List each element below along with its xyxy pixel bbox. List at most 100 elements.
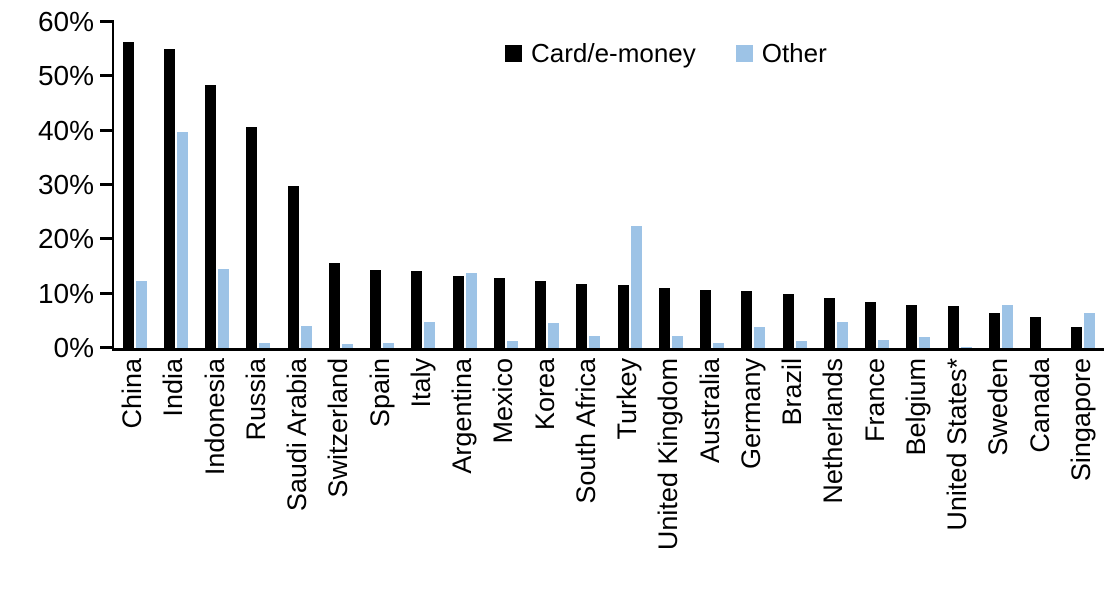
bar-other-turkey xyxy=(630,225,642,348)
legend-swatch-other-icon xyxy=(735,44,753,62)
bars-layer xyxy=(114,22,1104,348)
legend-swatch-card-e-money-icon xyxy=(505,44,522,62)
bar-other-united-states xyxy=(960,346,972,348)
bar-group-indonesia xyxy=(197,22,238,348)
bar-other-italy xyxy=(424,322,436,348)
y-axis-tick-label: 30% xyxy=(37,169,94,200)
y-axis-tick-label: 20% xyxy=(37,223,94,255)
y-axis-tick-mark xyxy=(100,183,114,186)
bar-group-australia xyxy=(692,22,733,348)
chart-legend: Card/e-money Other xyxy=(505,40,827,66)
bar-card-e-money-china xyxy=(122,41,134,348)
bar-group-brazil xyxy=(774,22,815,348)
bar-card-e-money-south-africa xyxy=(576,284,588,348)
x-axis-label-cell-united-states: United States* xyxy=(937,358,978,594)
bar-group-mexico xyxy=(485,22,526,348)
y-axis-tick-label: 60% xyxy=(37,6,94,37)
x-axis-label: Italy xyxy=(405,358,436,408)
bar-group-russia xyxy=(238,22,279,348)
x-axis-label-cell-singapore: Singapore xyxy=(1061,358,1102,594)
bar-card-e-money-sweden xyxy=(988,313,1000,348)
bar-group-germany xyxy=(733,22,774,348)
bar-card-e-money-italy xyxy=(411,271,423,348)
y-axis-tick-mark xyxy=(100,20,114,23)
x-axis-label-cell-canada: Canada xyxy=(1020,358,1061,594)
x-axis-label-cell-australia: Australia xyxy=(690,358,731,594)
x-axis-label-cell-korea: Korea xyxy=(525,358,566,594)
legend-item-card-e-money: Card/e-money xyxy=(505,40,696,66)
bar-card-e-money-switzerland xyxy=(328,262,340,348)
x-axis-label: Spain xyxy=(364,358,395,428)
x-axis-label-cell-russia: Russia xyxy=(236,358,277,594)
x-axis-label-cell-mexico: Mexico xyxy=(483,358,524,594)
x-axis-label: Netherlands xyxy=(818,358,849,504)
bar-other-united-kingdom xyxy=(671,335,683,348)
bar-card-e-money-germany xyxy=(741,290,753,348)
plot-area xyxy=(100,20,1104,351)
x-axis-label: Australia xyxy=(694,358,725,464)
x-axis-label-cell-saudi-arabia: Saudi Arabia xyxy=(277,358,318,594)
bar-group-united-states xyxy=(939,22,980,348)
bar-other-sweden xyxy=(1001,305,1013,348)
bar-group-france xyxy=(857,22,898,348)
bar-other-argentina xyxy=(465,273,477,348)
bar-group-belgium xyxy=(898,22,939,348)
bar-group-united-kingdom xyxy=(650,22,691,348)
x-axis-label: Indonesia xyxy=(199,358,230,476)
bar-other-mexico xyxy=(506,340,518,348)
x-axis-label-cell-china: China xyxy=(112,358,153,594)
x-axis-label-cell-france: France xyxy=(855,358,896,594)
bar-group-argentina xyxy=(444,22,485,348)
x-axis-label: Singapore xyxy=(1065,358,1096,482)
x-axis-label-cell-turkey: Turkey xyxy=(607,358,648,594)
y-axis-tick-mark xyxy=(100,74,114,78)
bar-card-e-money-france xyxy=(865,301,877,348)
x-axis-label: Belgium xyxy=(900,358,931,456)
y-axis-labels: 0% 10% 20% 30% 40% 50% 60% xyxy=(0,8,94,362)
x-axis-label-cell-switzerland: Switzerland xyxy=(318,358,359,594)
bar-other-korea xyxy=(548,323,560,348)
bar-other-russia xyxy=(259,342,271,348)
bar-group-spain xyxy=(362,22,403,348)
bar-group-singapore xyxy=(1063,22,1104,348)
x-axis-label: United Kingdom xyxy=(653,358,684,551)
bar-other-belgium xyxy=(919,337,931,348)
bar-other-netherlands xyxy=(836,322,848,348)
x-axis-label-cell-sweden: Sweden xyxy=(978,358,1019,594)
x-axis-label-cell-south-africa: South Africa xyxy=(566,358,607,594)
legend-label-other: Other xyxy=(761,38,827,68)
x-axis-label: Germany xyxy=(735,358,766,470)
x-axis-label: Canada xyxy=(1024,358,1055,453)
bar-card-e-money-united-kingdom xyxy=(658,288,670,348)
bar-card-e-money-turkey xyxy=(617,284,629,348)
bar-other-spain xyxy=(383,342,395,348)
x-axis-label: India xyxy=(158,358,189,417)
bar-other-singapore xyxy=(1084,312,1096,348)
bar-other-south-africa xyxy=(589,335,601,348)
x-axis-label-cell-italy: Italy xyxy=(401,358,442,594)
bar-card-e-money-brazil xyxy=(782,294,794,348)
x-axis-label: Sweden xyxy=(983,358,1014,456)
legend-item-other: Other xyxy=(735,38,827,68)
bar-other-australia xyxy=(713,342,725,348)
y-axis-tick-mark xyxy=(100,128,114,132)
bar-other-indonesia xyxy=(218,269,230,348)
x-axis-labels: China India Indonesia Russia Saudi Arabia Swi… xyxy=(112,358,1102,594)
bar-group-netherlands xyxy=(815,22,856,348)
x-axis-label-cell-belgium: Belgium xyxy=(896,358,937,594)
bar-other-saudi-arabia xyxy=(300,326,312,348)
bar-card-e-money-united-states xyxy=(947,305,959,348)
x-axis-label-cell-spain: Spain xyxy=(360,358,401,594)
y-axis-tick-mark xyxy=(100,346,114,349)
x-axis-label: Saudi Arabia xyxy=(282,358,313,512)
x-axis-label: Mexico xyxy=(488,358,519,444)
y-axis-tick-mark xyxy=(100,291,114,295)
x-axis-label: Korea xyxy=(529,358,560,431)
x-axis-label: South Africa xyxy=(570,358,601,504)
bar-card-e-money-mexico xyxy=(493,277,505,348)
bar-group-india xyxy=(155,22,196,348)
bar-group-china xyxy=(114,22,155,348)
legend-label-card-e-money: Card/e-money xyxy=(531,38,696,68)
x-axis-label: Brazil xyxy=(777,358,808,426)
bar-other-india xyxy=(176,132,188,348)
